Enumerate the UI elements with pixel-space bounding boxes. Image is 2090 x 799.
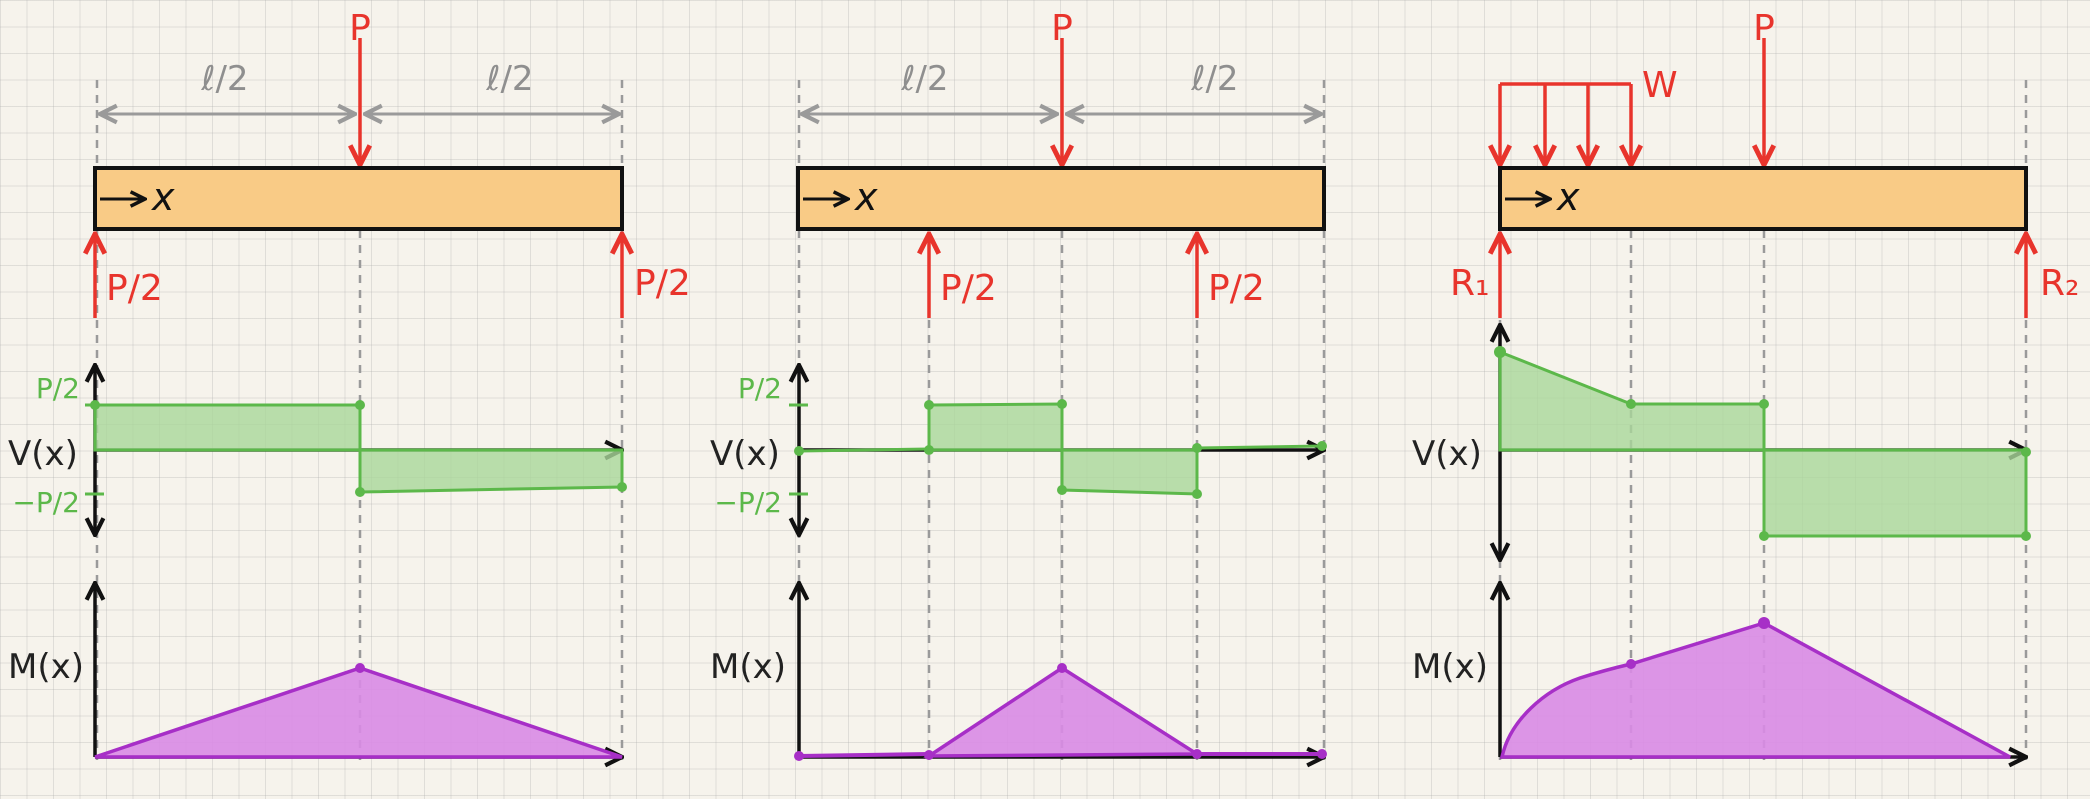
panel-1-dimension: ℓ/2 ℓ/2 — [100, 59, 619, 114]
panel-2-moment-label: M(x) — [710, 647, 786, 687]
panel-2-load-label: P — [1051, 8, 1073, 49]
panel-1-shear-negative-region — [358, 448, 624, 494]
panel-3-distributed-load: W — [1500, 65, 1678, 165]
panel-2-shear-negative-region — [1060, 448, 1199, 496]
panel-1-span-left-label: ℓ/2 — [200, 59, 248, 99]
panel-1: ℓ/2 ℓ/2 P x P/2 P/2 P/2 −P/2 V(x) — [8, 8, 691, 760]
panel-3-shear-negative-region — [1762, 448, 2028, 538]
panel-3-load-label: P — [1753, 8, 1775, 49]
panel-2-shear-right-segment — [1196, 444, 1323, 450]
panel-3-reaction-right-label: R₂ — [2040, 263, 2079, 304]
panel-2-moment-left-segment — [798, 752, 930, 758]
panel-3-dist-load-label: W — [1642, 65, 1678, 106]
panel-2-moment-region — [923, 665, 1203, 758]
panel-2-shear-label: V(x) — [710, 434, 780, 474]
panel-2-shear-positive-region — [927, 402, 1064, 452]
panel-2-x-label: x — [854, 175, 878, 219]
panel-1-moment-label: M(x) — [8, 647, 84, 687]
panel-2-reaction-right-label: P/2 — [1208, 268, 1265, 309]
panel-1-span-right-label: ℓ/2 — [485, 59, 533, 99]
panel-3-shear-label: V(x) — [1412, 434, 1482, 474]
panel-2: ℓ/2 ℓ/2 P x P/2 P/2 P/2 −P/2 V(x) — [710, 8, 1327, 761]
panel-2-moment-points — [794, 663, 1327, 761]
panel-1-moment-region — [94, 666, 623, 759]
panel-3-moment-region — [1499, 621, 2011, 759]
panel-1-moment-peak — [355, 663, 365, 673]
panel-2-shear-tick-bottom-label: −P/2 — [714, 486, 782, 519]
panel-3-reaction-left-label: R₁ — [1450, 263, 1489, 304]
panel-1-shear-tick-top-label: P/2 — [36, 372, 80, 405]
panel-1-reaction-left-label: P/2 — [106, 268, 163, 309]
panel-2-reaction-left-label: P/2 — [940, 268, 997, 309]
panel-1-shear-positive-region — [93, 403, 362, 452]
panel-2-shear-points — [794, 399, 1327, 499]
panel-2-span-left-label: ℓ/2 — [900, 59, 948, 99]
panel-3-beam — [1498, 166, 2028, 231]
panel-2-dimension: ℓ/2 ℓ/2 — [802, 59, 1321, 114]
panel-3-shear-points — [1494, 346, 2031, 541]
panel-2-beam — [796, 166, 1326, 231]
panel-3-x-label: x — [1556, 175, 1580, 219]
panel-1-load-label: P — [349, 8, 371, 49]
panel-3-shear-positive-region — [1498, 349, 1766, 452]
panel-2-shear-tick-top-label: P/2 — [738, 372, 782, 405]
panel-3: W P x R₁ R₂ V(x) M(x) — [1412, 8, 2079, 760]
panel-1-reaction-right-label: P/2 — [634, 263, 691, 304]
panel-3-moment-label: M(x) — [1412, 647, 1488, 687]
panel-1-shear-tick-bottom-label: −P/2 — [12, 486, 80, 519]
panel-1-shear-label: V(x) — [8, 434, 78, 474]
panel-1-beam — [93, 166, 624, 231]
panel-1-shear-points — [90, 400, 627, 497]
panel-2-span-right-label: ℓ/2 — [1190, 59, 1238, 99]
panel-2-shear-left-segment — [798, 447, 930, 453]
panel-3-moment-points — [1626, 617, 1770, 669]
panel-1-x-label: x — [151, 175, 175, 219]
